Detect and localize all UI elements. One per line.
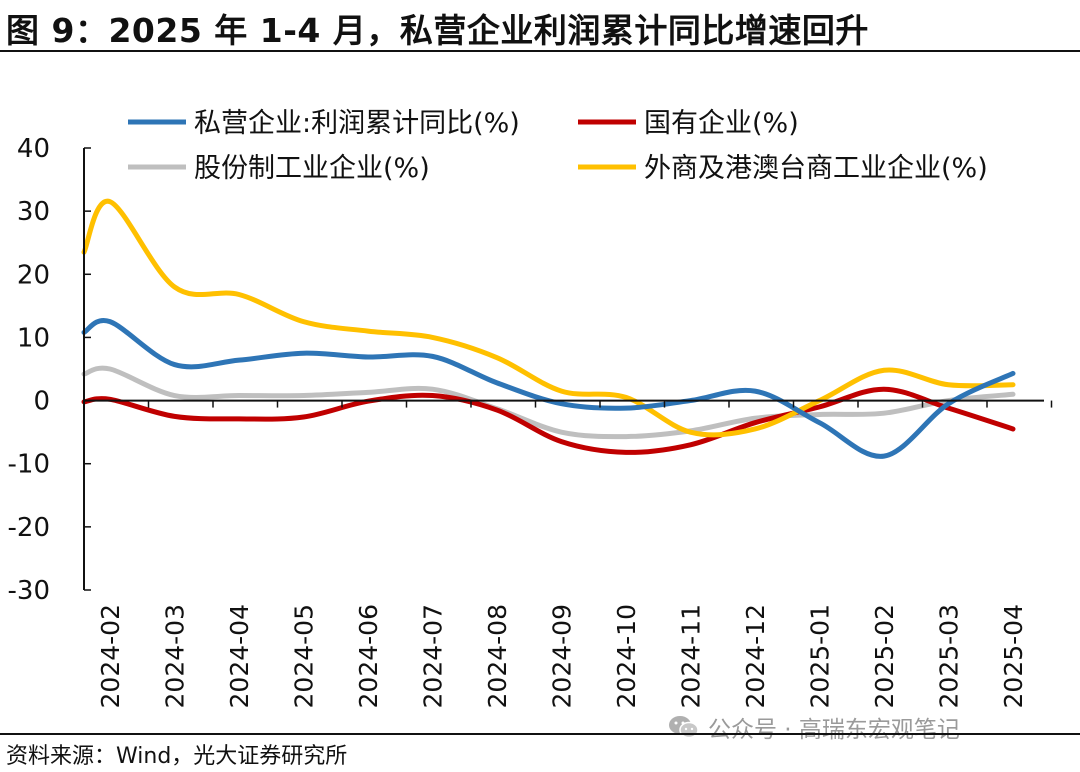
- y-tick-label: 40: [17, 134, 50, 164]
- y-tick-label: 30: [17, 197, 50, 227]
- data-point-joint-stock: [366, 390, 371, 395]
- data-point-joint-stock: [624, 434, 629, 439]
- x-tick-label: 2024-08: [483, 604, 512, 708]
- series-line-joint-stock: [81, 365, 1016, 440]
- y-tick-label: 20: [17, 260, 50, 290]
- legend-label-private-enterprise: 私营企业:利润累计同比(%): [194, 108, 520, 139]
- data-point-state-owned: [688, 442, 693, 447]
- data-point-private-enterprise: [946, 401, 951, 406]
- data-point-joint-stock: [430, 387, 435, 392]
- x-tick-label: 2025-01: [806, 604, 835, 708]
- x-tick-label: 2024-07: [419, 604, 448, 708]
- data-point-foreign-funded: [237, 292, 242, 297]
- data-point-private-enterprise: [559, 401, 564, 406]
- source-rule: [0, 733, 1080, 735]
- y-tick-label: -30: [8, 576, 50, 606]
- data-point-foreign-funded: [946, 382, 951, 387]
- data-point-state-owned: [495, 408, 500, 413]
- data-point-foreign-funded: [366, 329, 371, 334]
- source-note: 资料来源：Wind，光大证券研究所: [6, 744, 348, 769]
- data-point-joint-stock: [559, 430, 564, 435]
- y-tick-label: -20: [8, 513, 50, 543]
- data-point-joint-stock: [817, 412, 822, 417]
- series-line-private-enterprise: [81, 317, 1016, 459]
- data-point-state-owned: [430, 393, 435, 398]
- watermark-text: 公众号 · 高瑞东宏观笔记: [708, 717, 960, 743]
- line-chart: 私营企业:利润累计同比(%) 国有企业(%) 股份制工业企业(%) 外商及港澳台商工业…: [8, 108, 1053, 708]
- data-point-private-enterprise: [624, 406, 629, 411]
- data-point-private-enterprise: [301, 351, 306, 356]
- data-point-foreign-funded: [495, 355, 500, 360]
- x-tick-label: 2025-02: [870, 604, 899, 708]
- data-point-foreign-funded: [172, 284, 177, 289]
- data-point-private-enterprise: [1011, 371, 1016, 376]
- x-tick-label: 2024-02: [96, 604, 125, 708]
- figure-title: 图 9：2025 年 1-4 月，私营企业利润累计同比增速回升: [6, 11, 869, 50]
- x-tick-label: 2024-12: [741, 604, 770, 708]
- data-point-private-enterprise: [366, 355, 371, 360]
- data-point-joint-stock: [108, 367, 113, 372]
- data-point-foreign-funded: [882, 368, 887, 373]
- data-point-state-owned: [172, 414, 177, 419]
- data-point-joint-stock: [882, 411, 887, 416]
- chart-legend: 私营企业:利润累计同比(%) 国有企业(%) 股份制工业企业(%) 外商及港澳台商工业…: [128, 108, 988, 184]
- data-point-private-enterprise: [817, 420, 822, 425]
- x-tick-label: 2024-09: [548, 604, 577, 708]
- data-point-joint-stock: [172, 393, 177, 398]
- data-point-private-enterprise: [753, 389, 758, 394]
- data-point-joint-stock: [237, 393, 242, 398]
- x-tick-label: 2025-03: [935, 604, 964, 708]
- data-point-state-owned: [301, 414, 306, 419]
- y-tick-label: -10: [8, 450, 50, 480]
- x-tick-label: 2024-04: [225, 604, 254, 708]
- legend-label-state-owned: 国有企业(%): [644, 108, 799, 139]
- chart-axes: 40 30 20 10 0 -10 -20 -30 2024-02 2024-03 2024-04 2…: [8, 134, 1053, 708]
- series-layer: [81, 199, 1016, 459]
- watermark: 公众号 · 高瑞东宏观笔记: [668, 710, 960, 744]
- data-point-foreign-funded: [108, 199, 113, 204]
- x-tick-label: 2024-03: [161, 604, 190, 708]
- data-point-foreign-funded: [559, 389, 564, 394]
- data-point-joint-stock: [1011, 392, 1016, 397]
- data-point-private-enterprise: [172, 362, 177, 367]
- data-point-state-owned: [753, 420, 758, 425]
- x-tick-label: 2024-10: [612, 604, 641, 708]
- data-point-foreign-funded: [430, 335, 435, 340]
- title-rule: [0, 50, 1080, 52]
- data-point-foreign-funded: [301, 319, 306, 324]
- data-point-state-owned: [817, 404, 822, 409]
- x-tick-label: 2025-04: [999, 604, 1028, 708]
- data-point-private-enterprise: [430, 354, 435, 359]
- data-point-state-owned: [559, 439, 564, 444]
- data-point-state-owned: [237, 416, 242, 421]
- data-point-private-enterprise: [237, 358, 242, 363]
- data-point-state-owned: [882, 387, 887, 392]
- data-point-foreign-funded: [688, 430, 693, 435]
- data-point-private-enterprise: [495, 380, 500, 385]
- data-point-foreign-funded: [753, 426, 758, 431]
- wechat-icon: [669, 716, 699, 739]
- x-tick-label: 2024-06: [354, 604, 383, 708]
- data-point-foreign-funded: [624, 395, 629, 400]
- data-point-private-enterprise: [108, 319, 113, 324]
- legend-label-foreign-funded: 外商及港澳台商工业企业(%): [644, 153, 988, 184]
- data-point-private-enterprise: [882, 454, 887, 459]
- series-line-state-owned: [81, 386, 1016, 455]
- data-point-state-owned: [624, 450, 629, 455]
- data-point-state-owned: [1011, 426, 1016, 431]
- y-tick-label: 0: [33, 387, 50, 417]
- legend-label-joint-stock: 股份制工业企业(%): [194, 153, 430, 184]
- series-line-foreign-funded: [81, 199, 1016, 438]
- x-tick-label: 2024-05: [290, 604, 319, 708]
- y-tick-label: 10: [17, 323, 50, 353]
- x-tick-label: 2024-11: [677, 604, 706, 708]
- data-point-foreign-funded: [1011, 382, 1016, 387]
- data-point-joint-stock: [301, 393, 306, 398]
